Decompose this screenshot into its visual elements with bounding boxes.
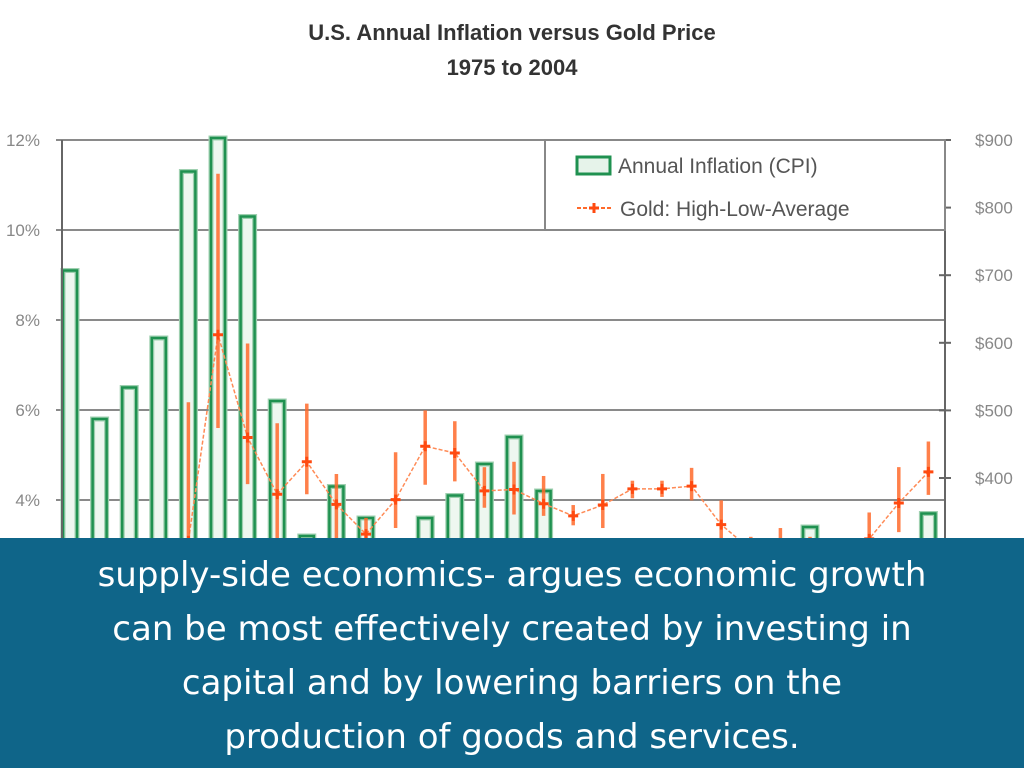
gold-average-marker [272, 489, 283, 500]
right-axis-tick-label: $500 [975, 401, 1013, 420]
gold-average-marker [686, 481, 697, 492]
left-axis-tick-label: 12% [6, 131, 40, 150]
legend-label-gold: Gold: High-Low-Average [620, 198, 850, 221]
gold-average-marker [186, 535, 190, 538]
caption-line: supply-side economics- argues economic g… [97, 555, 927, 595]
legend-marker-gold [589, 203, 599, 213]
inflation-bar-outline [209, 136, 227, 538]
inflation-bar-outline [416, 516, 434, 538]
inflation-bar-outline [801, 525, 819, 538]
left-axis-tick-label: 6% [15, 401, 40, 420]
gold-average-line [188, 334, 929, 538]
inflation-bar [918, 511, 938, 538]
gold-average-marker [420, 441, 431, 452]
gold-average-marker [716, 519, 727, 530]
gold-average-marker [390, 494, 401, 505]
inflation-bar-outline [239, 215, 256, 538]
inflation-bar-outline [150, 336, 168, 538]
gold-average-marker [449, 447, 460, 458]
gold-average-marker [893, 498, 904, 509]
inflation-bar-outline [446, 494, 464, 538]
inflation-bar-outline [180, 170, 197, 538]
gold-average-marker [301, 456, 312, 467]
left-axis-tick-label: 8% [15, 311, 40, 330]
inflation-bar-outline [91, 417, 108, 538]
left-axis-tick-label: 10% [6, 221, 40, 240]
chart-title: U.S. Annual Inflation versus Gold Price [308, 20, 715, 45]
caption-line: capital and by lowering barriers on the [181, 663, 843, 703]
inflation-bar [415, 515, 435, 538]
inflation-gold-chart: U.S. Annual Inflation versus Gold Price … [6, 20, 1013, 538]
gold-average-marker [597, 500, 608, 511]
gold-average-marker [864, 533, 875, 538]
gold-average-marker [361, 529, 371, 538]
caption-banner: supply-side economics- argues economic g… [0, 538, 1024, 768]
right-axis-tick-label: $700 [975, 266, 1013, 285]
right-axis-tick-label: $900 [975, 131, 1013, 150]
caption-line: can be most effectively created by inves… [112, 609, 912, 649]
inflation-bar [800, 524, 820, 538]
right-axis-tick-label: $600 [975, 334, 1013, 353]
right-axis-tick-label: $400 [975, 469, 1013, 488]
inflation-bar-outline [920, 512, 937, 538]
inflation-bar-outline [505, 435, 523, 538]
legend: Annual Inflation (CPI) Gold: High-Low-Av… [544, 139, 946, 231]
inflation-bar [149, 335, 169, 538]
gold-average-marker [331, 499, 342, 510]
gold-average-marker [568, 510, 579, 521]
inflation-bar [60, 268, 80, 538]
gold-average-marker [242, 432, 253, 443]
gold-average-marker [213, 329, 223, 340]
inflation-bar [445, 493, 465, 538]
gold-average-marker [509, 484, 519, 495]
gold-average-marker [627, 483, 638, 494]
gold-average-marker [538, 498, 549, 509]
legend-box [544, 139, 946, 231]
gold-average-marker [923, 466, 934, 477]
legend-label-inflation: Annual Inflation (CPI) [618, 155, 818, 178]
left-axis-tick-label: 4% [15, 491, 40, 510]
caption-line: production of goods and services. [224, 717, 800, 757]
inflation-bar [90, 416, 110, 538]
inflation-bar [119, 385, 139, 538]
legend-swatch-inflation [575, 155, 612, 176]
chart-subtitle: 1975 to 2004 [447, 55, 579, 80]
gold-average-marker [657, 483, 667, 494]
inflation-bar-outline [120, 386, 138, 538]
right-axis-tick-label: $800 [975, 199, 1013, 218]
inflation-bar-outline [476, 462, 493, 538]
inflation-bar-outline [268, 399, 286, 538]
gold-average-marker [479, 485, 490, 496]
inflation-bar-outline [298, 534, 316, 538]
